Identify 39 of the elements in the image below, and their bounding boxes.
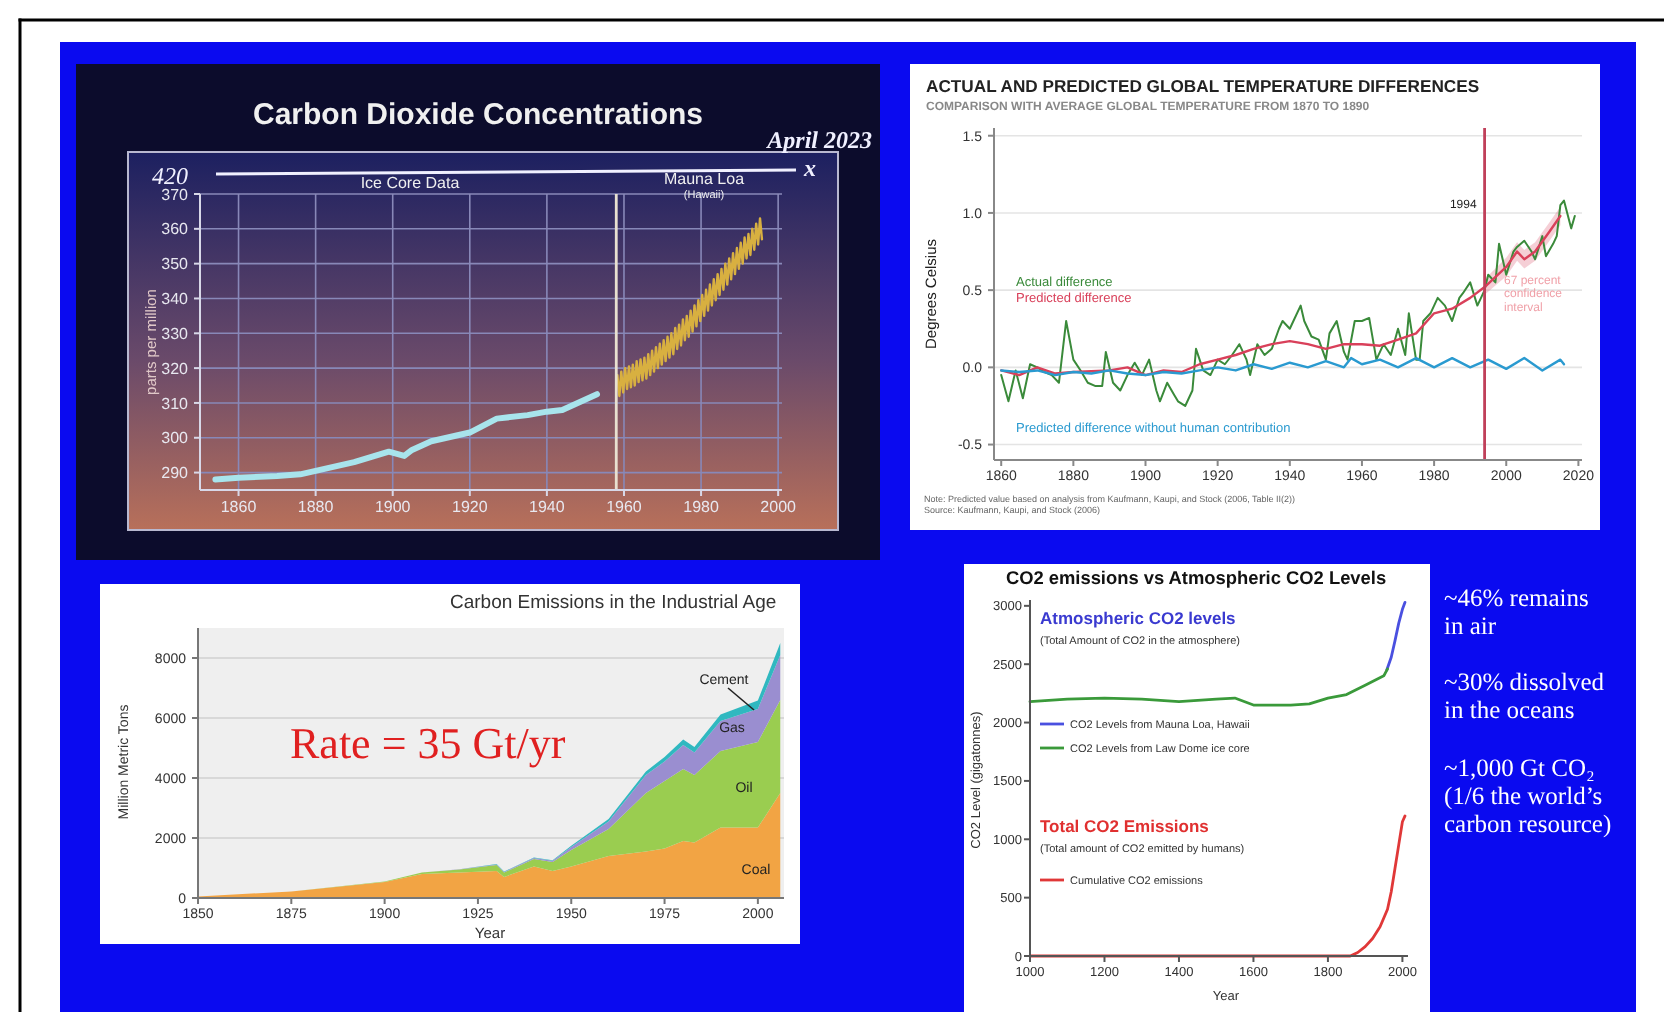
y-tick-label: 350 bbox=[161, 255, 190, 274]
chart-title: ACTUAL AND PREDICTED GLOBAL TEMPERATURE DIFFERENCES bbox=[926, 76, 1480, 96]
line-series bbox=[1000, 199, 1576, 407]
annotation: Rate = 35 Gt/yr bbox=[290, 718, 567, 768]
line-series bbox=[1000, 356, 1566, 377]
text: x bbox=[802, 154, 816, 182]
line-series bbox=[616, 217, 764, 398]
x-tick-label: 1860 bbox=[220, 498, 258, 516]
text: ~46% remains in air bbox=[1444, 584, 1590, 640]
y-tick-label: 370 bbox=[161, 185, 190, 204]
line-series bbox=[1028, 667, 1389, 707]
y-tick-label: 320 bbox=[161, 359, 190, 378]
line-series bbox=[1000, 214, 1562, 377]
x-tick-label: 1940 bbox=[529, 498, 566, 516]
y-tick-label: 300 bbox=[161, 429, 190, 448]
text: ~1,000 Gt CO₂ (1/6 the world’s carbon resource) bbox=[1444, 754, 1612, 838]
chart-title: CO2 emissions vs Atmospheric CO2 Levels bbox=[1005, 568, 1387, 588]
y-tick-label: 330 bbox=[161, 324, 190, 343]
text: ~30% dissolved in the oceans bbox=[1444, 668, 1606, 724]
chart-title: Carbon Emissions in the Industrial Age bbox=[450, 592, 777, 614]
x-tick-label: 1920 bbox=[452, 498, 489, 516]
y-tick-label: 290 bbox=[161, 464, 190, 483]
y-tick-label: 340 bbox=[161, 290, 190, 309]
annotation: Total CO2 Emissions bbox=[1040, 816, 1210, 836]
annotation: Atmospheric CO2 levels bbox=[1040, 608, 1237, 628]
y-tick-label: 360 bbox=[161, 220, 190, 239]
line-series bbox=[212, 391, 600, 483]
x-tick-label: 1880 bbox=[297, 498, 335, 516]
chart-title: Carbon Dioxide Concentrations bbox=[252, 98, 704, 132]
x-tick-label: 1900 bbox=[374, 498, 412, 516]
text: Mauna Loa bbox=[663, 170, 746, 188]
text: Ice Core Data bbox=[360, 174, 461, 192]
text: April 2023 bbox=[765, 126, 872, 154]
y-tick-label: 310 bbox=[161, 394, 190, 413]
x-tick-label: 1960 bbox=[606, 498, 643, 516]
text: 420 bbox=[152, 162, 188, 190]
line-series bbox=[1385, 600, 1407, 672]
x-tick-label: 1980 bbox=[683, 498, 720, 516]
x-tick-label: 2000 bbox=[760, 498, 798, 516]
